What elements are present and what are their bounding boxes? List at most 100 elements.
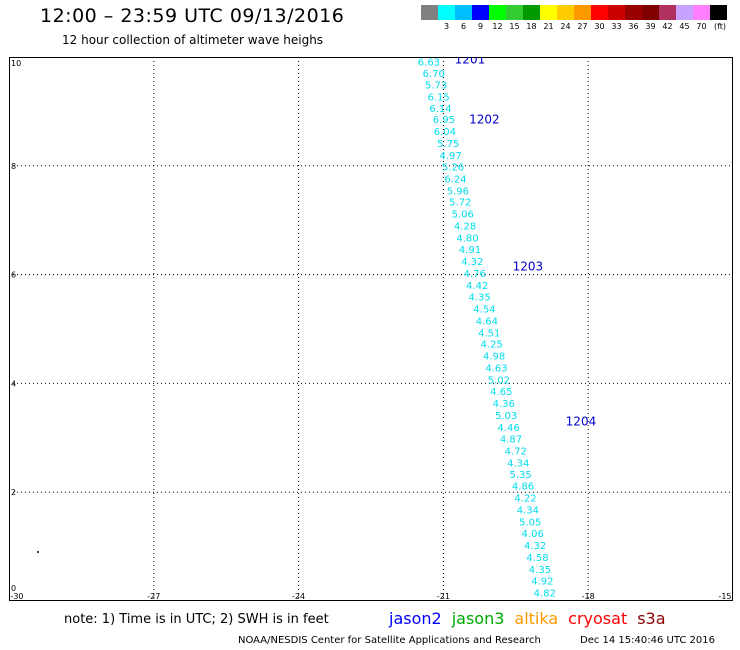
wave-height-value: 4.32 bbox=[524, 541, 546, 552]
wave-height-value: 5.96 bbox=[447, 186, 469, 197]
colorbar-label: 36 bbox=[628, 22, 639, 31]
wave-height-value: 4.34 bbox=[507, 458, 529, 469]
latitude-tick-label: 8 bbox=[11, 162, 16, 171]
wave-height-value: 5.75 bbox=[437, 139, 459, 150]
wave-height-value: 5.26 bbox=[442, 162, 464, 173]
colorbar-label: 39 bbox=[645, 22, 656, 31]
latitude-tick-label: 0 bbox=[11, 584, 16, 593]
wave-height-value: 4.80 bbox=[456, 234, 478, 245]
wave-height-value: 5.06 bbox=[452, 210, 474, 221]
colorbar-label: 42 bbox=[662, 22, 673, 31]
colorbar-swatch bbox=[489, 5, 506, 20]
colorbar-swatch bbox=[591, 5, 608, 20]
wave-height-value: 4.06 bbox=[522, 529, 544, 540]
colorbar-label bbox=[421, 22, 438, 34]
wave-height-value: 6.24 bbox=[444, 174, 466, 185]
satellite-legend-entry: altika bbox=[514, 609, 559, 628]
satellite-legend-entry: jason3 bbox=[451, 609, 505, 628]
wave-height-value: 4.92 bbox=[531, 576, 553, 587]
wave-height-value: 4.58 bbox=[526, 553, 548, 564]
wave-height-value: 6.95 bbox=[433, 115, 455, 126]
wave-height-value: 4.35 bbox=[468, 292, 490, 303]
wave-height-value: 4.51 bbox=[478, 328, 500, 339]
wave-height-value: 5.02 bbox=[488, 376, 510, 387]
generation-timestamp: Dec 14 15:40:46 UTC 2016 bbox=[580, 635, 715, 646]
pass-time-label: 1202 bbox=[469, 113, 500, 127]
wave-height-value: 6.04 bbox=[434, 127, 456, 138]
wave-height-value: 5.35 bbox=[509, 470, 531, 481]
satellite-legend-entry: cryosat bbox=[568, 609, 628, 628]
colorbar-unit: (ft) bbox=[714, 22, 727, 31]
wave-height-value: 4.42 bbox=[466, 281, 488, 292]
wave-height-value: 5.05 bbox=[519, 518, 541, 529]
satellite-legend-entry: jason2 bbox=[389, 609, 442, 628]
colorbar-swatch bbox=[625, 5, 642, 20]
colorbar-swatch bbox=[676, 5, 693, 20]
colorbar-label: 33 bbox=[611, 22, 622, 31]
colorbar-swatch bbox=[693, 5, 710, 20]
footnote: note: 1) Time is in UTC; 2) SWH is in fe… bbox=[64, 612, 329, 627]
colorbar-label: 18 bbox=[526, 22, 537, 31]
colorbar-label: 21 bbox=[543, 22, 554, 31]
latitude-tick-label: 6 bbox=[11, 271, 16, 280]
wave-height-value: 4.36 bbox=[493, 399, 515, 410]
wave-height-value: 5.03 bbox=[495, 411, 517, 422]
colorbar-label: 24 bbox=[560, 22, 571, 31]
wave-height-value: 4.64 bbox=[476, 316, 498, 327]
colorbar-swatch bbox=[540, 5, 557, 20]
longitude-tick-label: -18 bbox=[582, 592, 595, 601]
wave-height-value: 4.54 bbox=[473, 304, 495, 315]
wave-height-value: 5.27 bbox=[536, 600, 558, 601]
longitude-tick-label: -27 bbox=[147, 592, 160, 601]
latitude-tick-label: 10 bbox=[11, 59, 21, 68]
wave-height-value: 6.14 bbox=[429, 104, 451, 115]
wave-height-colorbar bbox=[421, 5, 727, 20]
wave-height-value: 5.72 bbox=[449, 198, 471, 209]
wave-height-value: 4.82 bbox=[534, 588, 556, 599]
map-frame bbox=[9, 57, 733, 601]
colorbar-label: 27 bbox=[577, 22, 588, 31]
colorbar-swatch bbox=[557, 5, 574, 20]
colorbar-label: 9 bbox=[477, 22, 484, 31]
colorbar-swatch bbox=[642, 5, 659, 20]
wave-height-value: 4.28 bbox=[454, 222, 476, 233]
colorbar-label: 6 bbox=[460, 22, 467, 31]
longitude-tick-label: -24 bbox=[292, 592, 305, 601]
wave-height-value: 4.86 bbox=[512, 482, 534, 493]
colorbar-swatch bbox=[472, 5, 489, 20]
wave-height-value: 4.35 bbox=[529, 565, 551, 576]
colorbar-swatch bbox=[710, 5, 727, 20]
wave-height-value: 4.72 bbox=[505, 446, 527, 457]
satellite-legend: jason2 jason3 altika cryosat s3a bbox=[389, 609, 666, 628]
map-title: 12:00 – 23:59 UTC 09/13/2016 bbox=[40, 5, 345, 27]
small-dot-marker bbox=[37, 551, 39, 553]
colorbar-label: 15 bbox=[509, 22, 520, 31]
colorbar-label: 45 bbox=[679, 22, 690, 31]
wave-height-value: 4.76 bbox=[464, 269, 486, 280]
longitude-tick-label: -15 bbox=[718, 592, 731, 601]
wave-height-value: 4.32 bbox=[461, 257, 483, 268]
longitude-tick-label: -30 bbox=[10, 592, 23, 601]
wave-height-value: 4.25 bbox=[481, 340, 503, 351]
colorbar-swatch bbox=[438, 5, 455, 20]
wave-height-value: 4.46 bbox=[497, 423, 519, 434]
map-subtitle: 12 hour collection of altimeter wave hei… bbox=[62, 33, 324, 47]
colorbar-label: 30 bbox=[594, 22, 605, 31]
wave-height-value: 6.15 bbox=[427, 93, 449, 104]
wave-height-value: 6.63 bbox=[418, 57, 440, 68]
colorbar-swatch bbox=[608, 5, 625, 20]
latitude-tick-label: 2 bbox=[11, 488, 16, 497]
wave-height-value: 4.63 bbox=[485, 364, 507, 375]
wave-height-value: 6.70 bbox=[423, 69, 445, 80]
wave-height-value: 4.34 bbox=[517, 506, 539, 517]
latitude-tick-label: 4 bbox=[11, 379, 16, 388]
wave-height-value: 4.91 bbox=[459, 245, 481, 256]
wave-height-value: 4.98 bbox=[483, 352, 505, 363]
longitude-tick-label: -21 bbox=[437, 592, 450, 601]
colorbar-swatch bbox=[523, 5, 540, 20]
colorbar-swatch bbox=[659, 5, 676, 20]
colorbar-labels: 3 6 9 12 15 18 21 24 27 30 33 36 39 42 45 70 bbox=[421, 22, 710, 34]
satellite-legend-entry: s3a bbox=[637, 609, 666, 628]
wave-height-value: 4.97 bbox=[440, 151, 462, 162]
